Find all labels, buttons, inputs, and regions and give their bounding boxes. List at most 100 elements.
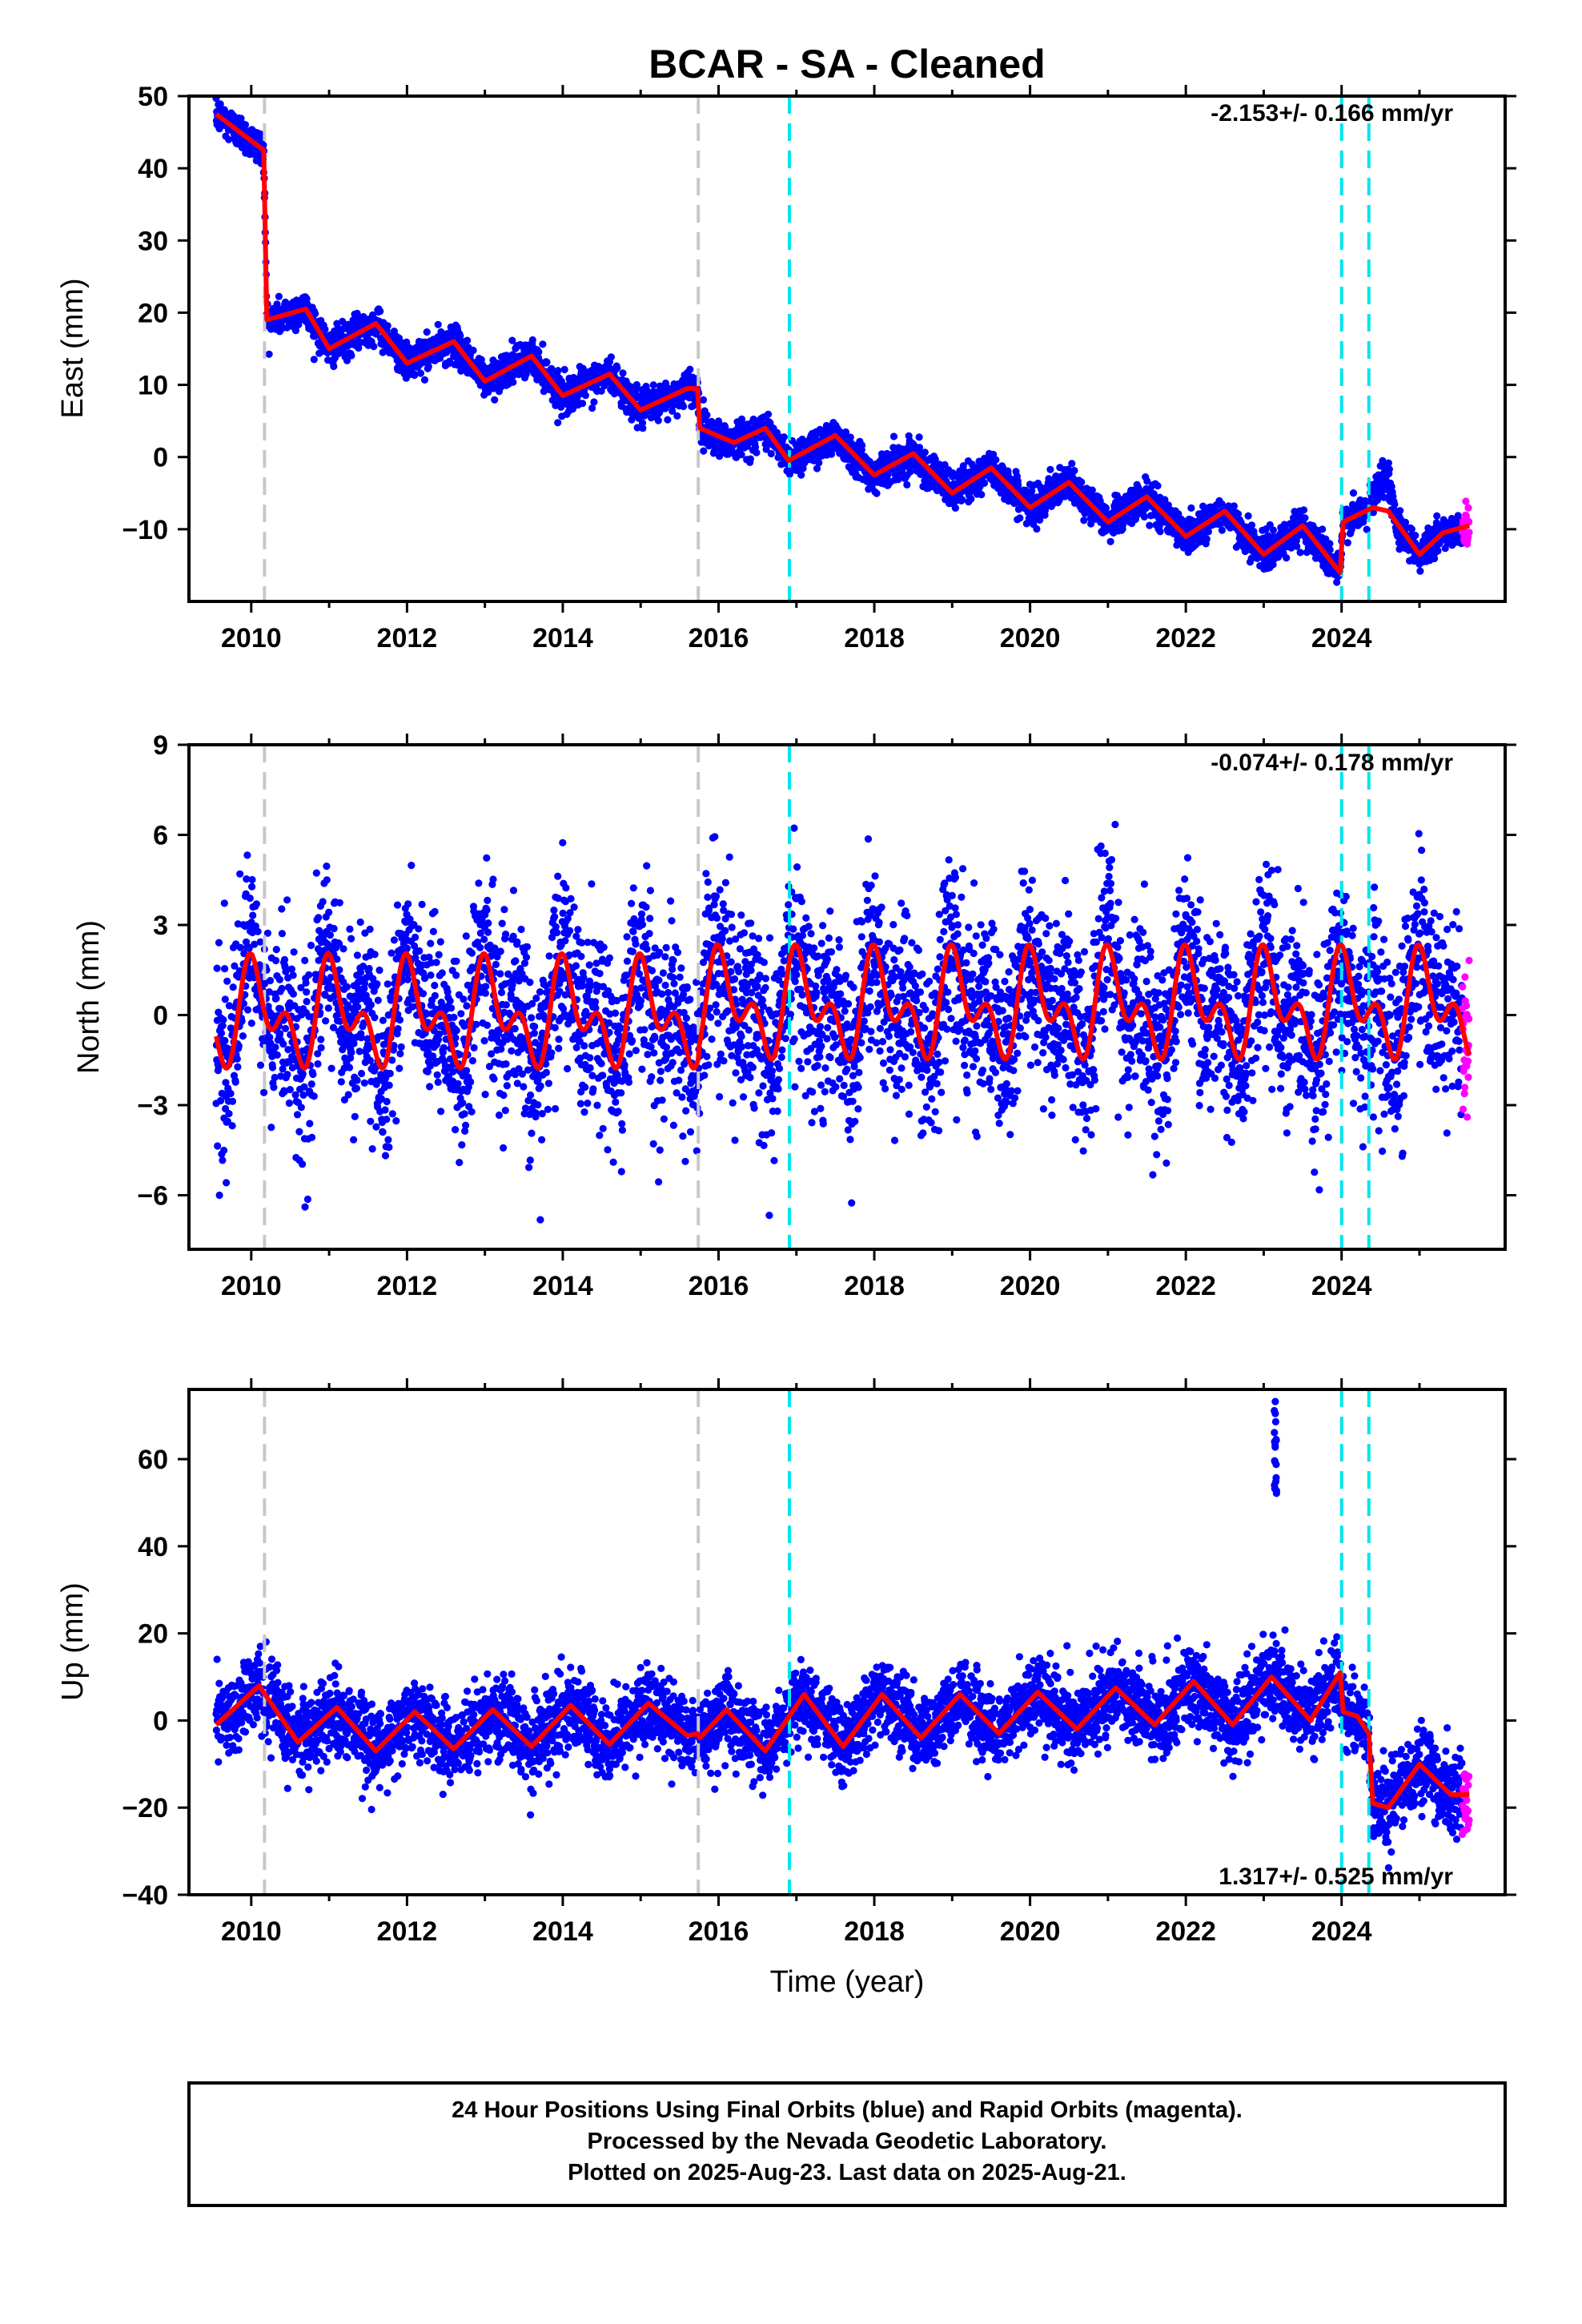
final-orbit-point [1433,512,1441,520]
final-orbit-point [1301,514,1309,522]
final-orbit-point [219,1156,227,1164]
final-orbit-point [992,456,1000,464]
final-orbit-point [221,965,229,973]
final-orbit-point [254,927,262,935]
x-tick-label: 2012 [377,623,438,653]
final-orbit-point [286,1086,294,1094]
x-tick-label: 2024 [1311,623,1372,653]
final-orbit-point [215,1191,223,1200]
east-panel: 2010 2012 2014 2016 2018 2020 2022 202450403020… [56,82,1516,653]
final-orbit-point [958,496,966,504]
final-orbit-point [915,433,923,441]
final-orbit-point [797,471,805,479]
final-orbit-point [330,362,338,371]
final-orbit-point [1156,528,1164,536]
final-orbit-point [889,432,898,440]
final-orbit-point [780,433,788,441]
final-orbit-point [221,1036,229,1045]
final-orbit-point [554,367,562,375]
final-orbit-point [903,480,911,489]
final-orbit-point [1269,526,1277,534]
y-tick-label: 0 [153,443,168,473]
final-orbit-point [248,883,256,891]
y-tick-label: 10 [138,371,168,401]
final-orbit-point [295,1128,303,1136]
final-orbit-point [1349,489,1358,497]
final-orbit-point [243,1006,252,1014]
final-orbit-point [219,1015,227,1023]
final-orbit-point [1033,525,1041,533]
final-orbit-point [228,1122,236,1130]
final-orbit-point [1070,467,1078,475]
final-orbit-point [680,402,688,411]
final-orbit-point [272,995,280,1003]
final-orbit-point [248,875,256,884]
final-orbit-point [613,364,621,372]
final-orbit-point [469,346,477,355]
final-orbit-point [543,358,551,366]
final-orbit-point [291,327,300,335]
final-orbit-point [355,344,363,352]
final-orbit-point [1088,486,1096,494]
final-orbit-point [1106,537,1114,545]
final-orbit-point [236,870,244,878]
final-orbit-point [921,448,929,456]
final-orbit-point [289,971,297,979]
final-orbit-point [228,1097,237,1105]
final-orbit-point [1078,478,1086,486]
rapid-orbit-point [1462,497,1470,505]
final-orbit-point [1046,465,1054,473]
final-orbit-point [266,976,275,985]
final-orbit-point [287,965,295,973]
final-orbit-point [1385,465,1393,473]
final-orbit-point [347,352,355,360]
final-orbit-point [247,1019,255,1027]
final-orbit-point [420,376,429,384]
final-orbit-point [1187,504,1195,513]
final-orbit-point [967,495,975,503]
final-orbit-point [249,911,257,919]
final-orbit-point [1146,521,1154,529]
final-orbit-point [246,895,254,903]
final-orbit-point [311,310,319,318]
final-orbit-point [310,356,318,364]
final-orbit-point [434,320,442,328]
final-orbit-point [293,1111,302,1119]
x-tick-label: 2014 [532,623,593,653]
final-orbit-point [260,1088,268,1096]
final-orbit-point [281,1024,290,1032]
final-orbit-point [700,447,708,455]
final-orbit-point [273,1051,281,1059]
final-orbit-point [239,1032,247,1040]
east-rate-label: -2.153+/- 0.166 mm/yr [1211,100,1453,127]
final-orbit-point [270,1084,278,1092]
final-orbit-point [686,365,694,373]
final-orbit-point [815,459,823,467]
final-orbit-point [411,372,419,380]
final-orbit-point [1016,514,1024,522]
final-orbit-point [283,896,291,904]
final-orbit-point [213,964,221,972]
final-orbit-point [1293,542,1301,550]
east-data-points [212,94,1473,586]
final-orbit-point [356,338,365,347]
final-orbit-point [607,353,616,361]
final-orbit-point [1247,521,1256,529]
final-orbit-point [272,946,280,954]
final-orbit-point [1140,513,1148,521]
final-orbit-point [243,851,251,859]
final-orbit-point [1411,532,1419,540]
final-orbit-point [275,292,283,300]
final-orbit-point [1102,505,1110,513]
final-orbit-point [673,412,681,420]
final-orbit-point [1326,545,1334,554]
final-orbit-point [423,328,431,336]
final-orbit-point [217,1029,226,1037]
rapid-orbit-point [1464,504,1472,512]
final-orbit-point [271,1043,279,1051]
final-orbit-point [343,356,351,364]
y-tick-label: −10 [122,515,168,545]
final-orbit-point [1391,501,1399,509]
final-orbit-point [1296,549,1304,557]
final-orbit-point [528,336,536,344]
